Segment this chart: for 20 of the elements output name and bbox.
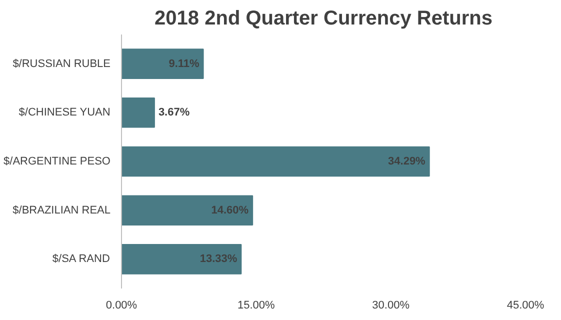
bar bbox=[122, 195, 254, 226]
y-tick-label: $/RUSSIAN RUBLE bbox=[12, 58, 111, 70]
data-label: 3.67% bbox=[158, 106, 190, 119]
data-label: 13.33% bbox=[200, 253, 238, 266]
y-tick-label: $/CHINESE YUAN bbox=[18, 106, 110, 119]
y-tick-label: $/BRAZILIAN REAL bbox=[12, 204, 111, 216]
bar bbox=[122, 98, 155, 128]
data-label: 9.11% bbox=[168, 58, 200, 70]
x-tick-label: 45.00% bbox=[506, 300, 544, 312]
chart-title: 2018 2nd Quarter Currency Returns bbox=[154, 8, 492, 30]
x-tick-label: 15.00% bbox=[238, 300, 276, 312]
y-tick-label: $/ARGENTINE PESO bbox=[4, 156, 111, 168]
data-label: 34.29% bbox=[388, 156, 426, 168]
bar bbox=[122, 146, 430, 177]
bar bbox=[122, 244, 242, 274]
x-tick-label: 30.00% bbox=[372, 300, 410, 312]
data-label: 14.60% bbox=[211, 204, 249, 216]
x-tick-label: 0.00% bbox=[106, 300, 138, 312]
bar bbox=[122, 48, 204, 79]
y-tick-label: $/SA RAND bbox=[52, 253, 110, 266]
